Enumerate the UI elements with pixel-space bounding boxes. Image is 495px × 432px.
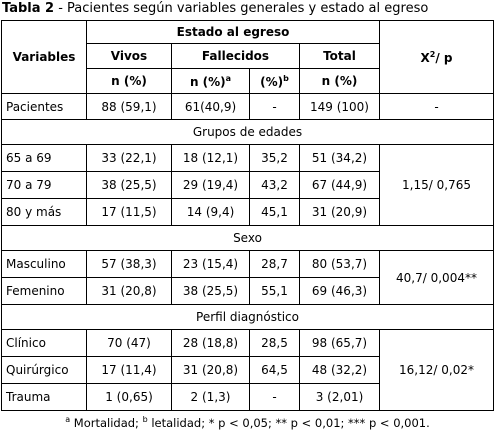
table-cell: 98 (65,7)	[299, 329, 380, 357]
table-cell: 28,5	[249, 329, 300, 357]
footnote-sup: b	[142, 415, 148, 424]
table-cell: 31 (20,9)	[299, 198, 380, 226]
header-text: n (%)	[321, 74, 358, 88]
header-text: / p	[435, 50, 453, 65]
header-cell: n (%)	[299, 68, 380, 94]
table-body: Variables Estado al egreso X2/ p Vivos Falle…	[1, 20, 494, 411]
table-cell: 55,1	[249, 277, 300, 305]
table-row: Trauma 1 (0,65) 2 (1,3) -3 (2,01)	[1, 383, 494, 411]
table-cell: 38 (25,5)	[171, 277, 250, 305]
table: Variables Estado al egreso X2/ p Vivos Falle…	[1, 20, 494, 411]
table-cell: 69 (46,3)	[299, 277, 380, 305]
header-cell: n (%)	[86, 68, 172, 94]
table-row: Sexo	[1, 225, 494, 251]
table-cell: 38 (25,5)	[86, 171, 172, 199]
table-cell: 61(40,9)	[171, 93, 250, 120]
table-row: Pacientes 88 (59,1) 61(40,9) -149 (100) -	[1, 93, 494, 120]
table-cell: 43,2	[249, 171, 300, 199]
table-row: Masculino 57 (38,3) 23 (15,4) 28,7 80 (53,7)…	[1, 250, 494, 305]
table-cell: 17 (11,5)	[86, 198, 172, 226]
section-title: Perfil diagnóstico	[1, 304, 494, 330]
test-cell: 40,7/ 0,004**	[379, 250, 494, 305]
table-row: Perfil diagnóstico	[1, 304, 494, 330]
test-cell: 16,12/ 0,02*	[379, 329, 494, 411]
table-row: Quirúrgico 17 (11,4) 31 (20,8) 64,5 48 (32,2…	[1, 356, 494, 384]
table-cell: 70 (47)	[86, 329, 172, 357]
table-row: Variables Estado al egreso X2/ p	[1, 20, 494, 94]
table-cell: 65 a 69	[1, 144, 87, 172]
table-cell: 80 (53,7)	[299, 250, 380, 278]
table-row: 70 a 79 38 (25,5) 29 (19,4) 43,2 67 (44,9)	[1, 171, 494, 199]
table-cell: 29 (19,4)	[171, 171, 250, 199]
header-sup: a	[225, 73, 232, 83]
table-cell: 51 (34,2)	[299, 144, 380, 172]
header-text: n (%)	[189, 74, 226, 89]
section-title: Grupos de edades	[1, 119, 494, 145]
table-cell: 31 (20,8)	[86, 277, 172, 305]
table-cell: 48 (32,2)	[299, 356, 380, 384]
table-cell: 80 y más	[1, 198, 87, 226]
table-cell: 14 (9,4)	[171, 198, 250, 226]
table-cell: 2 (1,3)	[171, 383, 250, 411]
table-cell: Masculino	[1, 250, 87, 278]
footnote-sup: a	[65, 415, 71, 424]
caption-text: - Pacientes según variables generales y …	[54, 1, 429, 16]
header-cell: Estado al egreso	[86, 20, 380, 44]
table-cell: 67 (44,9)	[299, 171, 380, 199]
table-cell: 33 (22,1)	[86, 144, 172, 172]
table-row: Grupos de edades	[1, 119, 494, 145]
footnote-text: letalidad; * p < 0,05; ** p < 0,01; *** …	[147, 415, 430, 430]
table-cell: 35,2	[249, 144, 300, 172]
header-text: X	[420, 50, 430, 65]
table-row: Clínico 70 (47) 28 (18,8) 28,5 98 (65,7) 16,1…	[1, 329, 494, 411]
footnote: a Mortalidad; b letalidad; * p < 0,05; *…	[0, 411, 495, 430]
header-sup: b	[283, 73, 289, 83]
table-cell: -	[249, 383, 300, 411]
table-cell: 57 (38,3)	[86, 250, 172, 278]
header-text: (%)	[260, 74, 284, 89]
table-row: Femenino 31 (20,8) 38 (25,5) 55,1 69 (46,3)	[1, 277, 494, 305]
table-cell: 28,7	[249, 250, 300, 278]
header-cell: Fallecidos	[171, 43, 300, 69]
table-cell: 3 (2,01)	[299, 383, 380, 411]
table-cell: 1 (0,65)	[86, 383, 172, 411]
table-cell: 18 (12,1)	[171, 144, 250, 172]
caption-label: Tabla 2	[2, 1, 55, 16]
header-cell: X2/ p	[379, 20, 494, 94]
table-row: 65 a 69 33 (22,1) 18 (12,1) 35,2 51 (34,2) 1,…	[1, 144, 494, 226]
header-sup: 2	[429, 49, 436, 59]
header-cell: n (%)a	[171, 68, 250, 94]
header-cell: (%)b	[249, 68, 300, 94]
caption: Tabla 2 - Pacientes según variables gene…	[0, 0, 495, 20]
table-cell: Trauma	[1, 383, 87, 411]
header-cell: Total	[299, 43, 380, 69]
table-cell: 17 (11,4)	[86, 356, 172, 384]
table-cell: 70 a 79	[1, 171, 87, 199]
table-cell: -	[379, 93, 494, 120]
header-cell: Vivos	[86, 43, 172, 69]
header-cell: Variables	[1, 20, 87, 94]
section-title: Sexo	[1, 225, 494, 251]
table-row: Vivos Fallecidos Total	[2, 43, 494, 69]
footnote-text: Mortalidad;	[70, 415, 143, 430]
table-cell: Quirúrgico	[1, 356, 87, 384]
table-row: 80 y más 17 (11,5) 14 (9,4) 45,1 31 (20,9)	[1, 198, 494, 226]
table-cell: 88 (59,1)	[86, 93, 172, 120]
table-cell: 149 (100)	[299, 93, 380, 120]
table-cell: 23 (15,4)	[171, 250, 250, 278]
table-cell: 64,5	[249, 356, 300, 384]
header-text: n (%)	[111, 74, 147, 88]
test-cell: 1,15/ 0,765	[379, 144, 494, 226]
table-cell: -	[249, 93, 300, 120]
table-cell: 28 (18,8)	[171, 329, 250, 357]
table-cell: Femenino	[1, 277, 87, 305]
table-cell: Clínico	[1, 329, 87, 357]
table-cell: 45,1	[249, 198, 300, 226]
table-cell: 31 (20,8)	[171, 356, 250, 384]
table-cell: Pacientes	[1, 93, 87, 120]
